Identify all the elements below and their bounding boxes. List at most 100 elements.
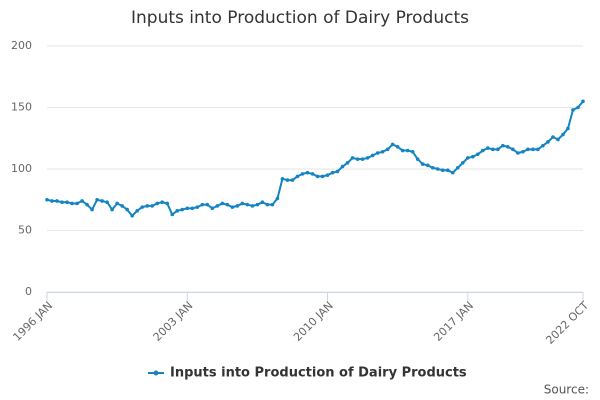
point <box>190 206 195 211</box>
point <box>340 164 345 169</box>
point <box>225 202 230 207</box>
point <box>566 126 570 131</box>
point <box>501 143 505 148</box>
x-tick-label: 2010 JAN <box>291 299 336 344</box>
point <box>185 206 190 211</box>
point <box>260 200 265 205</box>
point <box>460 161 465 165</box>
point <box>90 207 94 212</box>
point <box>435 167 440 171</box>
point <box>165 201 170 206</box>
point <box>465 156 470 160</box>
point <box>400 148 405 153</box>
point <box>526 147 530 152</box>
point <box>125 207 129 212</box>
point <box>55 199 59 203</box>
point <box>541 143 545 148</box>
point <box>295 174 300 179</box>
point <box>476 152 480 157</box>
point <box>110 207 114 212</box>
point <box>405 148 410 153</box>
point <box>365 156 370 160</box>
point <box>180 207 185 212</box>
point <box>385 147 390 152</box>
point <box>265 202 270 207</box>
x-tick-label: 2022 OCT <box>543 299 591 347</box>
point <box>360 157 365 161</box>
point <box>496 147 500 152</box>
point <box>195 205 200 209</box>
point <box>325 173 330 177</box>
point <box>150 204 154 208</box>
point <box>115 201 119 206</box>
point <box>155 201 160 206</box>
source: Source: <box>544 383 589 397</box>
point <box>315 174 320 179</box>
point <box>305 170 310 175</box>
point <box>170 212 175 217</box>
point <box>255 202 260 207</box>
point <box>581 99 585 104</box>
point <box>370 153 375 158</box>
point <box>70 201 74 206</box>
point <box>130 213 134 218</box>
point <box>95 197 99 202</box>
point <box>235 204 240 208</box>
point <box>380 149 385 154</box>
point <box>75 201 79 206</box>
point <box>45 197 49 202</box>
legend-label: Inputs into Production of Dairy Products <box>170 366 467 381</box>
point <box>210 206 215 211</box>
point <box>330 170 335 175</box>
point <box>270 202 275 207</box>
point <box>455 165 460 170</box>
point <box>145 204 149 208</box>
point <box>430 165 435 170</box>
chart-title: Inputs into Production of Dairy Products <box>131 8 469 28</box>
point <box>245 202 250 207</box>
point <box>506 145 510 149</box>
point <box>491 147 495 152</box>
point <box>300 172 305 176</box>
x-tick-label: 2003 JAN <box>151 299 196 344</box>
point <box>440 168 445 173</box>
legend-marker <box>153 370 159 376</box>
point <box>175 209 180 213</box>
point <box>536 147 540 152</box>
point <box>105 200 109 205</box>
point <box>375 151 380 155</box>
point <box>335 169 340 174</box>
point <box>205 202 210 207</box>
x-tick-label: 2017 JAN <box>431 299 476 344</box>
point <box>140 205 144 209</box>
point <box>546 140 550 144</box>
point <box>290 178 295 182</box>
point <box>135 209 139 213</box>
point <box>50 199 54 203</box>
point <box>551 135 555 139</box>
point <box>120 204 124 208</box>
point <box>516 151 520 155</box>
point <box>445 168 450 173</box>
point <box>60 200 64 205</box>
point <box>390 142 395 147</box>
point <box>320 174 325 179</box>
point <box>160 200 165 205</box>
y-tick-label: 200 <box>11 39 32 52</box>
point <box>425 163 430 168</box>
y-tick-label: 50 <box>18 224 32 237</box>
point <box>470 154 475 159</box>
point <box>350 156 355 160</box>
x-tick-label: 1996 JAN <box>10 299 55 344</box>
point <box>420 162 425 166</box>
point <box>240 201 245 206</box>
point <box>100 199 104 203</box>
y-tick-label: 100 <box>11 162 32 175</box>
point <box>531 147 535 152</box>
point <box>310 172 315 176</box>
point <box>230 205 235 209</box>
point <box>280 177 285 181</box>
point <box>486 146 490 150</box>
point <box>275 196 280 201</box>
